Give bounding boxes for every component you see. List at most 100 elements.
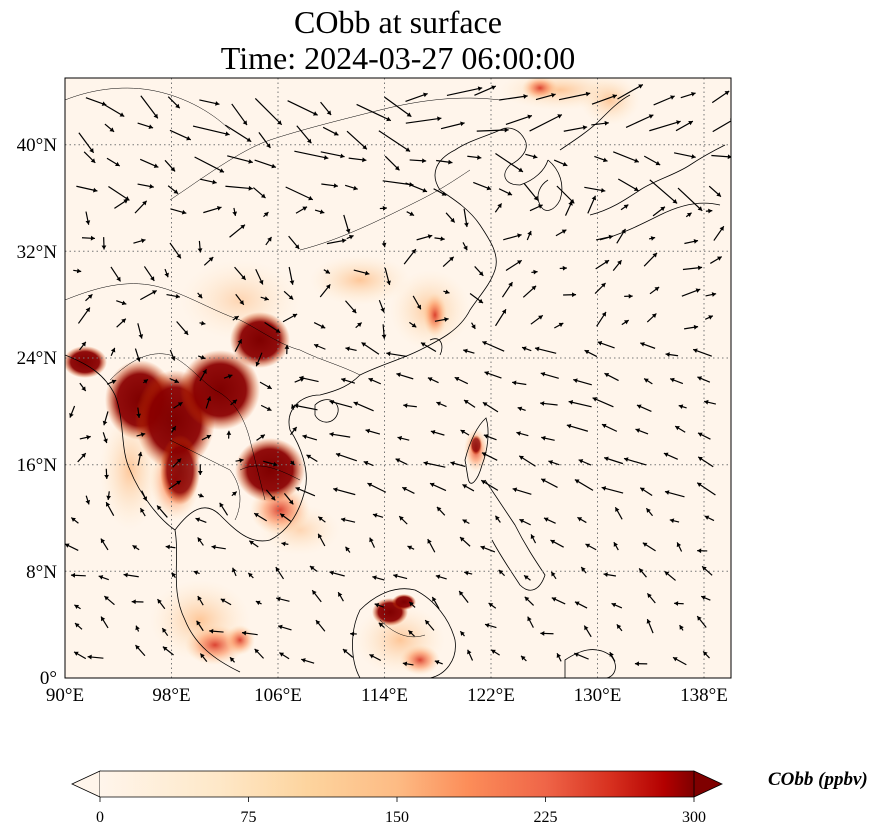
wind-arrowhead <box>254 513 259 518</box>
country-borders <box>65 87 501 638</box>
wind-arrowhead <box>225 131 230 137</box>
wind-arrowhead <box>670 95 675 100</box>
wind-arrowhead <box>196 620 201 626</box>
wind-arrowhead <box>613 542 618 547</box>
wind-arrowhead <box>464 222 469 228</box>
wind-arrowhead <box>601 311 606 317</box>
wind-arrowhead <box>374 602 380 608</box>
wind-arrowhead <box>329 570 334 576</box>
wind-arrowhead <box>477 86 483 92</box>
wind-arrowhead <box>267 237 272 242</box>
wind-arrowhead <box>642 542 648 547</box>
wind-arrowhead <box>255 361 261 367</box>
wind-arrow <box>476 129 509 132</box>
wind-arrowhead <box>206 396 212 402</box>
wind-arrowhead <box>255 600 261 606</box>
wind-arrowhead <box>229 657 235 662</box>
wind-arrowhead <box>711 292 717 297</box>
wind-arrowhead <box>186 135 191 141</box>
wind-arrowhead <box>517 233 522 239</box>
wind-arrowhead <box>478 271 484 276</box>
wind-arrowhead <box>441 191 447 196</box>
wind-arrowhead <box>405 147 411 152</box>
wind-arrowhead <box>693 239 699 244</box>
wind-arrowhead <box>162 628 167 633</box>
wind-arrow <box>287 100 318 116</box>
wind-arrowhead <box>177 402 183 407</box>
wind-arrowhead <box>665 352 670 357</box>
wind-arrowhead <box>429 482 435 488</box>
wind-arrowhead <box>423 92 428 98</box>
wind-arrowhead <box>697 616 702 621</box>
wind-arrowhead <box>131 599 136 605</box>
wind-arrowhead <box>581 566 586 572</box>
wind-arrowhead <box>234 316 239 321</box>
wind-arrowhead <box>573 378 578 383</box>
wind-arrowhead <box>423 460 428 466</box>
wind-arrowhead <box>672 657 678 662</box>
colorbar-extend-min <box>71 770 101 798</box>
wind-arrowhead <box>484 371 490 376</box>
wind-arrow <box>505 115 533 126</box>
wind-arrowhead <box>557 114 562 119</box>
wind-arrow <box>140 95 159 119</box>
wind-arrowhead <box>551 92 556 98</box>
wind-arrowhead <box>464 400 469 405</box>
wind-arrowhead <box>200 355 206 360</box>
wind-arrowhead <box>697 376 702 381</box>
wind-arrowhead <box>294 244 300 249</box>
lon-tick-label: 130°E <box>574 685 622 706</box>
wind-arrowhead <box>676 120 681 125</box>
wind-arrowhead <box>340 153 345 159</box>
lon-tick-label: 122°E <box>467 685 515 706</box>
wind-arrowhead <box>372 513 378 518</box>
wind-arrowhead <box>110 347 116 353</box>
wind-arrowhead <box>164 272 169 278</box>
wind-arrowhead <box>650 236 656 241</box>
wind-arrowhead <box>231 567 237 573</box>
wind-arrowhead <box>86 435 91 440</box>
wind-arrowhead <box>592 397 598 402</box>
wind-arrowhead <box>320 324 326 329</box>
wind-arrowhead <box>364 270 370 276</box>
wind-arrowhead <box>577 517 583 522</box>
wind-arrowhead <box>162 646 168 652</box>
wind-arrowhead <box>301 658 306 663</box>
wind-arrowhead <box>518 167 523 172</box>
wind-arrowhead <box>329 432 334 437</box>
wind-arrowhead <box>353 185 358 191</box>
wind-arrowhead <box>75 623 80 628</box>
wind-arrowhead <box>693 348 698 354</box>
wind-arrowhead <box>664 490 670 495</box>
wind-arrowhead <box>232 399 237 405</box>
wind-arrowhead <box>170 355 176 361</box>
wind-arrowhead <box>478 298 484 304</box>
wind-arrowhead <box>209 628 214 634</box>
wind-arrowhead <box>601 486 607 491</box>
wind-arrowhead <box>616 624 622 629</box>
wind-arrowhead <box>608 234 614 240</box>
lat-tick-label: 8°N <box>26 562 57 583</box>
wind-arrowhead <box>708 315 713 320</box>
wind-arrow <box>677 187 703 212</box>
wind-arrowhead <box>406 112 412 117</box>
wind-arrowhead <box>85 307 90 313</box>
wind-arrowhead <box>87 654 92 660</box>
wind-arrowhead <box>603 572 608 578</box>
wind-arrowhead <box>325 284 331 290</box>
wind-arrowhead <box>402 487 407 492</box>
wind-arrowhead <box>227 374 233 379</box>
wind-arrowhead <box>541 478 546 483</box>
wind-arrowhead <box>240 224 246 230</box>
wind-arrowhead <box>248 159 253 164</box>
colorbar-tick-label: 300 <box>682 809 706 826</box>
wind-arrowhead <box>566 423 572 429</box>
wind-arrow <box>495 153 524 173</box>
wind-arrow <box>346 130 368 150</box>
wind-arrow <box>285 186 314 201</box>
wind-arrowhead <box>450 461 455 466</box>
wind-arrowhead <box>81 453 86 458</box>
wind-arrowhead <box>556 653 562 658</box>
wind-arrowhead <box>212 179 217 185</box>
wind-arrowhead <box>612 94 617 99</box>
